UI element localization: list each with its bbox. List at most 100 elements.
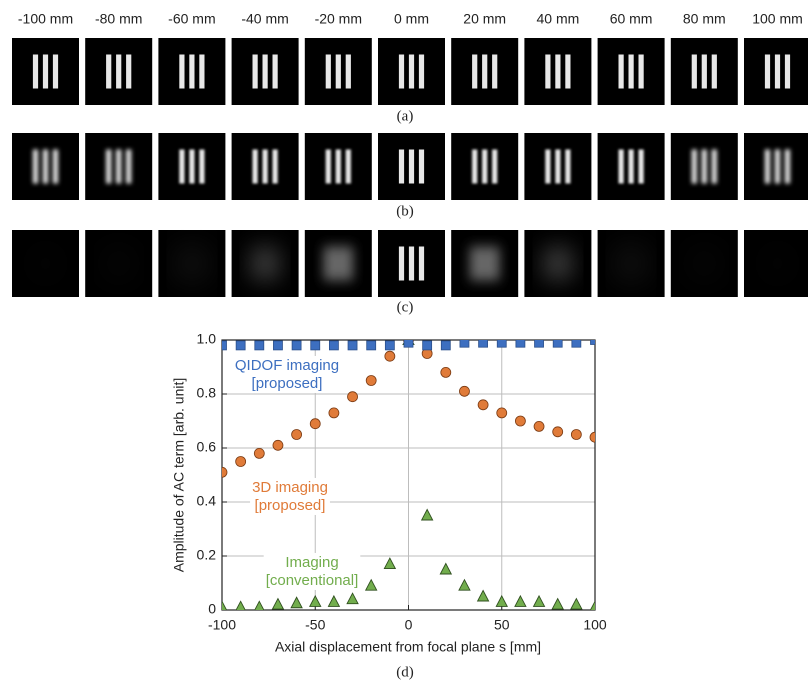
y-tick-label: 1.0 <box>197 331 217 347</box>
marker <box>423 341 432 350</box>
bars <box>33 150 58 184</box>
column-label: -20 mm <box>315 11 362 27</box>
x-tick-label: -50 <box>305 617 325 633</box>
column-label: 60 mm <box>610 11 653 27</box>
thumbnail <box>598 133 665 200</box>
marker <box>292 430 302 440</box>
bar-pattern <box>702 55 707 89</box>
thumbnail <box>744 38 808 105</box>
marker <box>553 427 563 437</box>
marker <box>441 341 450 350</box>
bars <box>399 247 424 281</box>
marker <box>348 392 358 402</box>
bars <box>253 247 278 281</box>
thumbnail <box>232 38 299 105</box>
y-axis-label: Amplitude of AC term [arb. unit] <box>171 378 187 573</box>
thumbnail <box>305 38 372 105</box>
bar-pattern <box>189 247 194 281</box>
thumbnail <box>524 38 591 105</box>
thumbnail <box>85 230 152 297</box>
bar-pattern <box>273 55 278 89</box>
panel-label: (d) <box>396 664 414 680</box>
marker <box>571 430 581 440</box>
bar-pattern <box>336 150 341 184</box>
bar-pattern <box>346 150 351 184</box>
bar-pattern <box>565 55 570 89</box>
marker <box>273 440 283 450</box>
column-label: 0 mm <box>394 11 429 27</box>
bar-pattern <box>555 247 560 281</box>
bar-pattern <box>545 247 550 281</box>
bars <box>179 150 204 184</box>
marker <box>310 419 320 429</box>
bar-pattern <box>43 55 48 89</box>
marker <box>515 416 525 426</box>
bar-pattern <box>199 150 204 184</box>
bars <box>692 150 717 184</box>
bar-pattern <box>775 150 780 184</box>
bars <box>472 55 497 89</box>
bar-pattern <box>712 55 717 89</box>
bars <box>472 150 497 184</box>
bar-pattern <box>399 55 404 89</box>
bar-pattern <box>639 247 644 281</box>
bar-pattern <box>712 150 717 184</box>
bar-pattern <box>263 247 268 281</box>
thumbnail <box>598 38 665 105</box>
marker <box>273 341 282 350</box>
marker <box>236 457 246 467</box>
panel-label: (b) <box>396 203 414 219</box>
thumbnail <box>378 230 445 297</box>
bar-pattern <box>273 247 278 281</box>
thumbnail <box>12 230 79 297</box>
bars <box>692 55 717 89</box>
marker <box>534 421 544 431</box>
bar-pattern <box>409 55 414 89</box>
bar-pattern <box>639 150 644 184</box>
series-label: 3D imaging <box>252 479 328 496</box>
thumbnail <box>158 38 225 105</box>
bars <box>619 247 644 281</box>
bars <box>619 55 644 89</box>
bar-pattern <box>33 55 38 89</box>
bar-pattern <box>702 150 707 184</box>
bar-pattern <box>482 150 487 184</box>
bar-pattern <box>189 55 194 89</box>
bars <box>179 247 204 281</box>
bar-pattern <box>253 55 258 89</box>
marker <box>218 341 227 350</box>
panel-label: (a) <box>397 108 414 124</box>
marker <box>329 408 339 418</box>
column-label: 40 mm <box>537 11 580 27</box>
bar-pattern <box>179 55 184 89</box>
bar-pattern <box>555 55 560 89</box>
bars <box>692 247 717 281</box>
bar-pattern <box>326 150 331 184</box>
bar-pattern <box>775 55 780 89</box>
bar-pattern <box>419 55 424 89</box>
bars <box>472 247 497 281</box>
column-label: -60 mm <box>168 11 215 27</box>
thumbnail <box>158 133 225 200</box>
bars <box>619 150 644 184</box>
bar-pattern <box>785 55 790 89</box>
bar-pattern <box>126 247 131 281</box>
bars <box>326 247 351 281</box>
bars <box>545 247 570 281</box>
bars <box>253 55 278 89</box>
bar-pattern <box>555 150 560 184</box>
thumbnail <box>744 133 808 200</box>
bar-pattern <box>53 150 58 184</box>
bar-pattern <box>116 150 121 184</box>
series-note: [proposed] <box>252 375 323 392</box>
bar-pattern <box>619 150 624 184</box>
marker <box>348 341 357 350</box>
bar-pattern <box>765 55 770 89</box>
x-tick-label: 50 <box>494 617 510 633</box>
bar-pattern <box>273 150 278 184</box>
bar-pattern <box>179 247 184 281</box>
thumbnail <box>744 230 808 297</box>
bar-pattern <box>692 150 697 184</box>
y-tick-label: 0.6 <box>197 439 217 455</box>
column-label: 80 mm <box>683 11 726 27</box>
